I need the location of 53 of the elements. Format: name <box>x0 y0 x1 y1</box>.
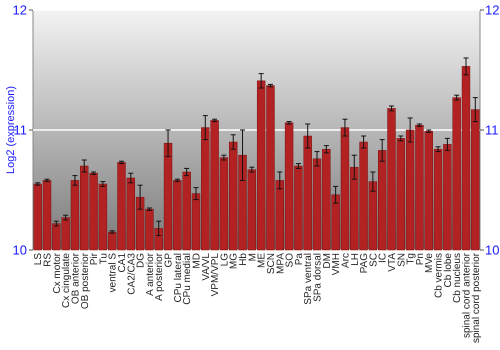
x-tick-label: CPu lateral <box>172 253 184 302</box>
x-tick-label: Cx motor <box>52 252 63 294</box>
x-tick-label: spinal cord anterior <box>461 252 472 338</box>
x-tick-label: IC <box>378 253 389 263</box>
x-tick-label: Cb vermis <box>434 253 445 298</box>
x-tick-label: spinal cord posterior <box>470 252 482 344</box>
x-tick-label: SN <box>396 253 408 267</box>
x-tick-label: LH <box>350 253 361 266</box>
x-tick-label: Cb lobe <box>442 252 454 288</box>
x-tick-label: MD <box>191 253 202 269</box>
x-tick-label: CA1 <box>116 252 128 272</box>
x-tick-label: VMH <box>331 253 342 276</box>
x-tick-label: SC <box>368 253 380 267</box>
x-tick-label: Pa <box>294 252 305 266</box>
x-tick-label: VTA <box>387 252 398 272</box>
x-tick-label: A posterior <box>154 252 166 301</box>
x-tick-label: VPM/VPL <box>210 252 222 296</box>
x-tick-label: MPA <box>275 252 286 274</box>
x-tick-label: OB posterior <box>80 252 91 310</box>
y-tick-label: 12 <box>12 2 27 18</box>
y2-tick-label: 12 <box>485 2 500 18</box>
x-tick-label: Tg <box>406 253 417 265</box>
x-tick-label: DM <box>322 253 333 269</box>
x-tick-label: M <box>247 253 258 262</box>
x-tick-label: SO <box>284 252 296 268</box>
x-tick-label: MVe <box>424 252 436 274</box>
x-tick-label: SCN <box>266 253 277 274</box>
x-tick-label: OB anterior <box>70 252 82 304</box>
x-tick-label: ME <box>256 252 268 268</box>
x-tick-label: SPa dorsal <box>312 253 324 302</box>
x-tick-label: LG <box>219 252 230 266</box>
x-tick-label: Tu <box>98 253 110 264</box>
x-tick-label: Cb nucleus <box>452 253 464 304</box>
x-tick-label: Pir <box>89 252 100 266</box>
x-tick-label: Hb <box>238 252 250 266</box>
x-tick-label: Arc <box>340 253 352 268</box>
y2-tick-label: 10 <box>485 242 500 258</box>
x-tick-label: MG <box>228 252 240 270</box>
x-tick-label: DG <box>136 252 147 268</box>
x-tick-label: RS <box>42 252 54 267</box>
x-tick-label: ventral S <box>108 252 119 292</box>
x-tick-label: SPa ventral <box>303 253 314 305</box>
x-tick-label: LS <box>33 252 44 266</box>
x-tick-label: A anterior <box>144 252 156 296</box>
y2-tick-label: 11 <box>485 122 498 138</box>
x-tick-label: CPu medial <box>182 253 194 305</box>
x-tick-label: CA2/CA3 <box>126 252 138 295</box>
x-tick-label: Pn <box>414 253 426 266</box>
x-tick-label: GP <box>164 252 175 268</box>
x-tick-label: VA/VL <box>200 252 212 281</box>
x-tick-label: PAG <box>359 252 370 274</box>
x-tick-label: Cx cingulate <box>61 252 72 308</box>
y-tick-label: 10 <box>12 242 27 258</box>
